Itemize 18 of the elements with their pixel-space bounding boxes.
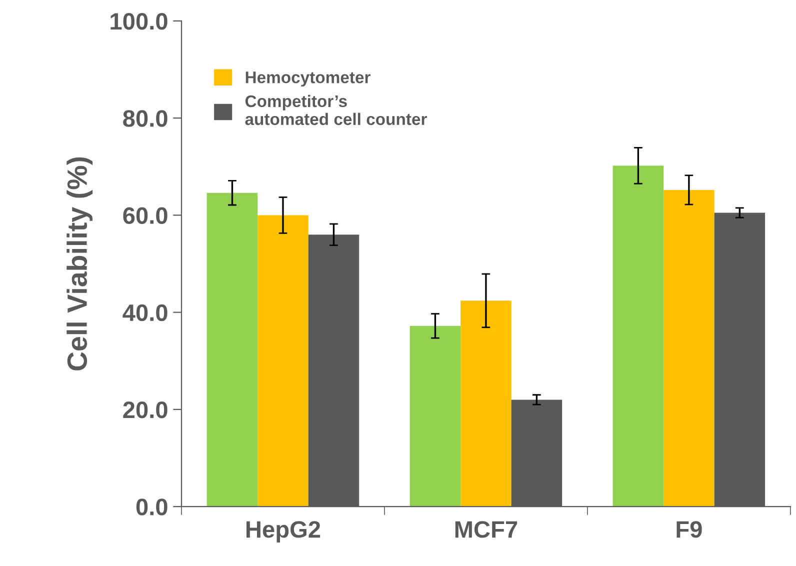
bar bbox=[664, 190, 714, 507]
y-axis-title: Cell Viability (%) bbox=[66, 157, 93, 370]
y-tick-label: 100.0 bbox=[110, 13, 168, 30]
bar bbox=[206, 192, 258, 507]
bar bbox=[460, 300, 512, 507]
y-tick-label: 80.0 bbox=[123, 110, 168, 127]
y-tick-label: 20.0 bbox=[123, 402, 168, 418]
y-tick-label: 0.0 bbox=[136, 498, 168, 516]
x-tick-label: MCF7 bbox=[455, 521, 518, 538]
y-tick-label: 40.0 bbox=[122, 304, 168, 322]
y-tick-label: 60.0 bbox=[123, 207, 168, 224]
bar bbox=[410, 326, 461, 507]
legend-label: Competitor’s automated cell counter bbox=[245, 94, 427, 126]
bar bbox=[258, 215, 308, 507]
x-tick-label: HepG2 bbox=[246, 521, 320, 542]
x-tick-label: F9 bbox=[676, 521, 702, 538]
bar bbox=[612, 166, 664, 507]
legend-label: Hemocytometer bbox=[246, 72, 370, 87]
